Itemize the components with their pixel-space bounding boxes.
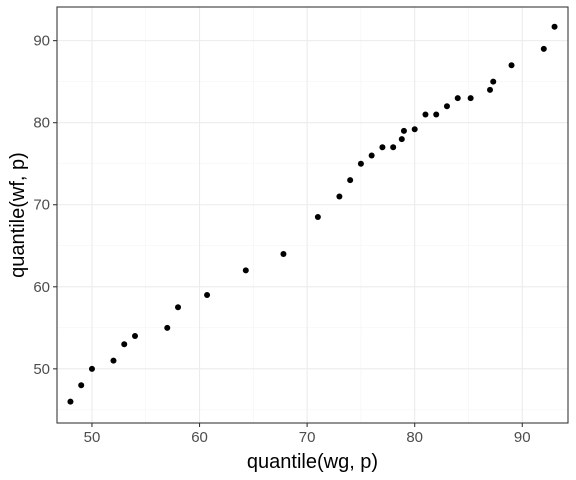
data-point xyxy=(551,23,558,30)
data-point xyxy=(121,341,128,348)
grid-lines xyxy=(57,7,568,423)
data-point xyxy=(110,357,117,364)
data-point xyxy=(368,152,375,159)
y-tick-label: 50 xyxy=(33,361,50,378)
data-point xyxy=(454,95,461,102)
panel-border xyxy=(56,6,569,424)
data-point xyxy=(347,177,354,184)
data-point xyxy=(242,267,249,274)
y-tick-label: 80 xyxy=(33,115,50,132)
data-point xyxy=(508,62,515,69)
x-axis: 50 60 70 80 90 xyxy=(84,423,531,446)
data-point xyxy=(390,144,397,151)
data-point xyxy=(131,333,138,340)
data-point xyxy=(175,304,182,311)
data-point xyxy=(433,111,440,118)
data-point xyxy=(280,250,287,257)
data-point xyxy=(164,324,171,331)
x-tick-label: 80 xyxy=(406,429,423,446)
panel xyxy=(56,6,569,424)
y-tick-label: 70 xyxy=(33,197,50,214)
data-point xyxy=(314,214,321,221)
y-tick-label: 60 xyxy=(33,279,50,296)
data-points xyxy=(67,23,558,405)
data-point xyxy=(411,126,418,133)
x-tick-label: 90 xyxy=(514,429,531,446)
data-point xyxy=(422,111,429,118)
x-tick-label: 60 xyxy=(191,429,208,446)
x-tick-label: 70 xyxy=(299,429,316,446)
y-tick-label: 90 xyxy=(33,33,50,50)
data-point xyxy=(88,365,95,372)
y-axis: 50 60 70 80 90 xyxy=(33,33,57,378)
data-point xyxy=(67,398,74,405)
y-axis-title: quantile(wf, p) xyxy=(7,152,29,278)
data-point xyxy=(443,103,450,110)
data-point xyxy=(400,127,407,134)
x-axis-title: quantile(wg, p) xyxy=(247,451,378,473)
data-point xyxy=(78,382,85,389)
data-point xyxy=(398,136,405,143)
data-point xyxy=(357,160,364,167)
data-point xyxy=(490,78,497,85)
data-point xyxy=(540,45,547,52)
data-point xyxy=(204,292,211,298)
data-point xyxy=(379,144,386,151)
data-point xyxy=(467,95,474,102)
data-point xyxy=(487,86,494,93)
panel-background xyxy=(57,7,568,423)
x-tick-label: 50 xyxy=(84,429,101,446)
data-point xyxy=(336,193,343,200)
